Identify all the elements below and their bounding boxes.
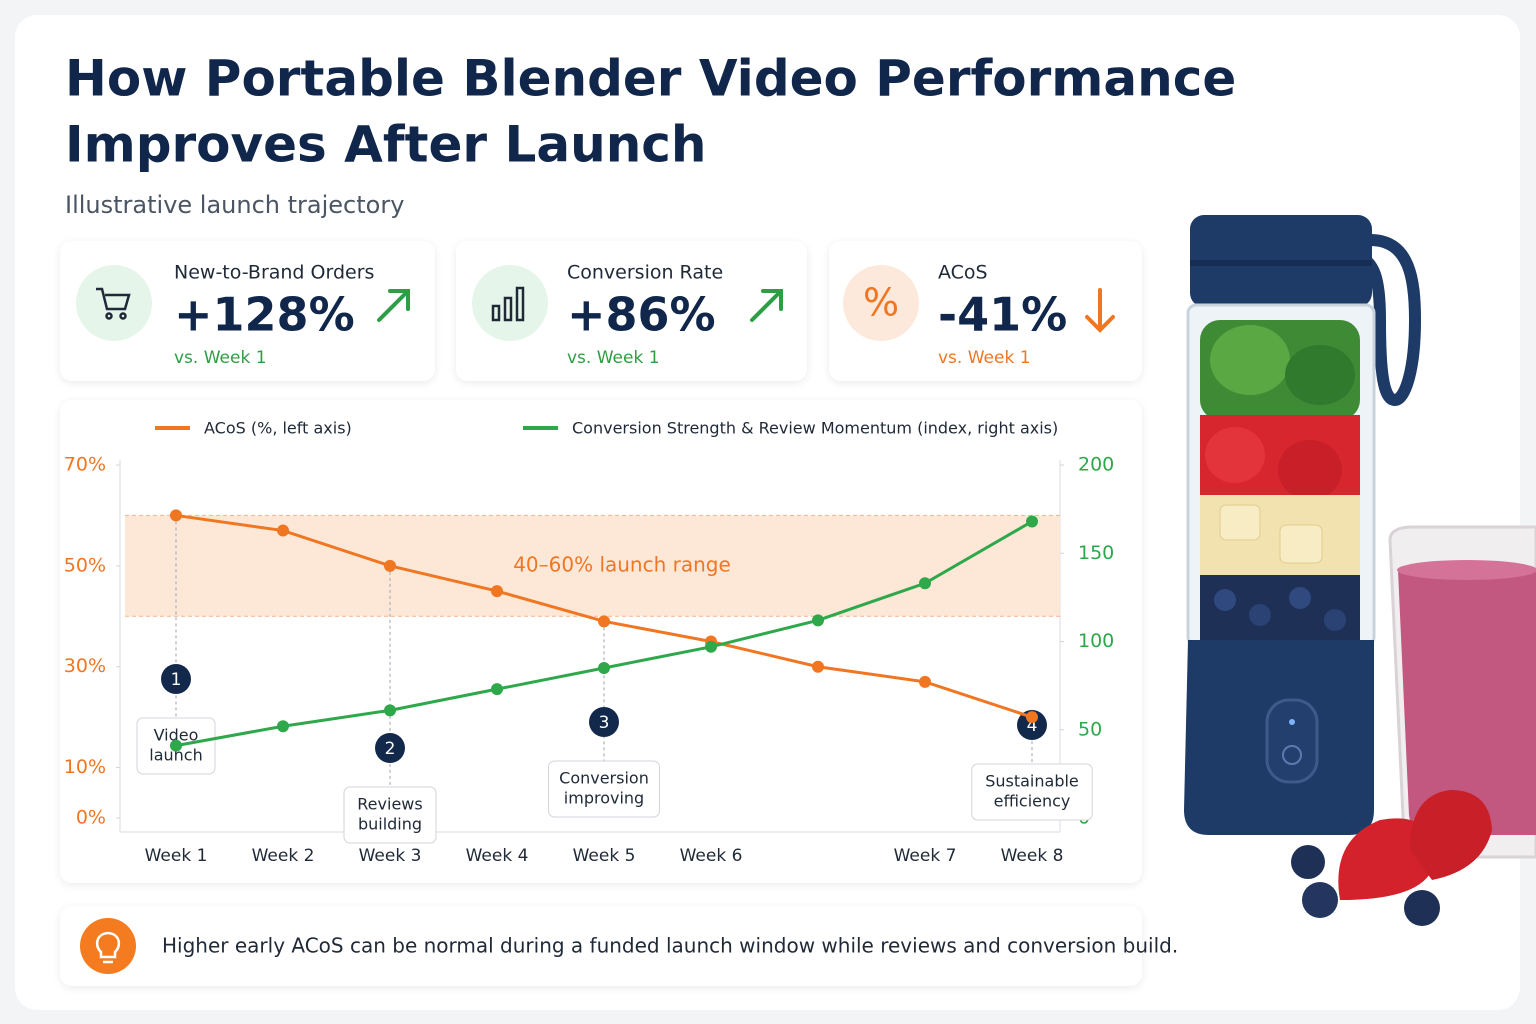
bulb-icon-bg (80, 918, 136, 974)
data-point (812, 660, 824, 673)
data-point (277, 720, 289, 733)
annotation-text: Sustainable (985, 772, 1079, 791)
kpi-card (456, 241, 807, 381)
note: Higher early ACoS can be normal during a… (162, 934, 1178, 958)
y-tick-label: 0% (76, 807, 106, 829)
data-point (384, 704, 396, 717)
y-tick-label: 30% (64, 655, 106, 677)
x-tick-label: Week 1 (145, 846, 208, 866)
annotation-badge (1017, 710, 1047, 740)
x-tick-label: Week 5 (573, 846, 636, 866)
up-arrow (750, 289, 783, 322)
annotation-box (971, 763, 1093, 821)
kpi-value: +128% (174, 288, 355, 342)
y-tick-label: 10% (64, 756, 106, 778)
annotation-text: efficiency (994, 792, 1071, 811)
y-tick-label: 50% (64, 554, 106, 576)
legend-label: Conversion Strength & Review Momentum (i… (572, 419, 1058, 438)
bulb-icon (95, 931, 121, 964)
kpi-compare: vs. Week 1 (938, 348, 1031, 368)
data-point (170, 739, 182, 752)
up-arrow (377, 289, 410, 322)
kpi-value: +86% (567, 288, 716, 342)
note-card (60, 906, 1142, 986)
annotation-number: 1 (171, 670, 182, 690)
annotation-text: launch (149, 746, 202, 765)
annotation-text: improving (564, 789, 644, 808)
x-tick-label: Week 3 (359, 846, 422, 866)
data-point (170, 509, 182, 522)
annotation-text: Video (154, 726, 199, 745)
y2-tick-label: 150 (1078, 542, 1114, 564)
y-tick-label: 70% (64, 454, 106, 476)
annotation-number: 2 (385, 739, 396, 759)
x-tick-label: Week 7 (894, 846, 957, 866)
annotation-badge (375, 733, 405, 763)
kpi-card (60, 241, 435, 381)
annotation-text: Conversion (559, 769, 649, 788)
x-tick-label: Week 4 (466, 846, 529, 866)
subtitle: Illustrative launch trajectory (65, 191, 404, 219)
annotation-badge (161, 664, 191, 694)
legend-label: ACoS (%, left axis) (204, 419, 352, 438)
annotation-text: Reviews (357, 795, 422, 814)
data-point (598, 615, 610, 628)
band-label: 40–60% launch range (513, 552, 731, 576)
y2-tick-label: 50 (1078, 718, 1102, 740)
kpi-compare: vs. Week 1 (567, 348, 660, 368)
title: Improves After Launch (65, 116, 707, 174)
x-tick-label: Week 8 (1001, 846, 1064, 866)
x-tick-label: Week 2 (252, 846, 315, 866)
data-point (812, 614, 824, 627)
bars-icon (491, 286, 525, 322)
annotation-box (548, 760, 660, 818)
kpi-icon-bg (843, 265, 919, 341)
data-point (491, 683, 503, 696)
y2-tick-label: 100 (1078, 630, 1114, 652)
data-point (705, 640, 717, 653)
cart-icon (96, 287, 131, 320)
data-point (919, 577, 931, 590)
title: How Portable Blender Video Performance (65, 50, 1236, 108)
kpi-icon-bg (76, 265, 152, 341)
data-point (919, 675, 931, 688)
data-point (384, 559, 396, 572)
y2-tick-label: 200 (1078, 454, 1114, 476)
data-point (277, 524, 289, 537)
kpi-label: New-to-Brand Orders (174, 262, 374, 284)
kpi-label: Conversion Rate (567, 262, 723, 284)
annotation-number: 3 (599, 713, 610, 733)
data-point (1026, 515, 1038, 528)
kpi-value: -41% (938, 288, 1067, 342)
x-tick-label: Week 6 (680, 846, 743, 866)
percent-icon: % (863, 281, 899, 325)
annotation-number: 4 (1027, 716, 1038, 736)
annotation-text: building (358, 815, 422, 834)
kpi-compare: vs. Week 1 (174, 348, 267, 368)
annotation-badge (589, 707, 619, 737)
data-point (598, 661, 610, 674)
data-point (491, 585, 503, 598)
down-arrow (1085, 288, 1115, 333)
annotation-box (343, 786, 437, 844)
blender-illustration (1184, 215, 1536, 926)
kpi-label: ACoS (938, 262, 988, 284)
data-point (1026, 711, 1038, 724)
